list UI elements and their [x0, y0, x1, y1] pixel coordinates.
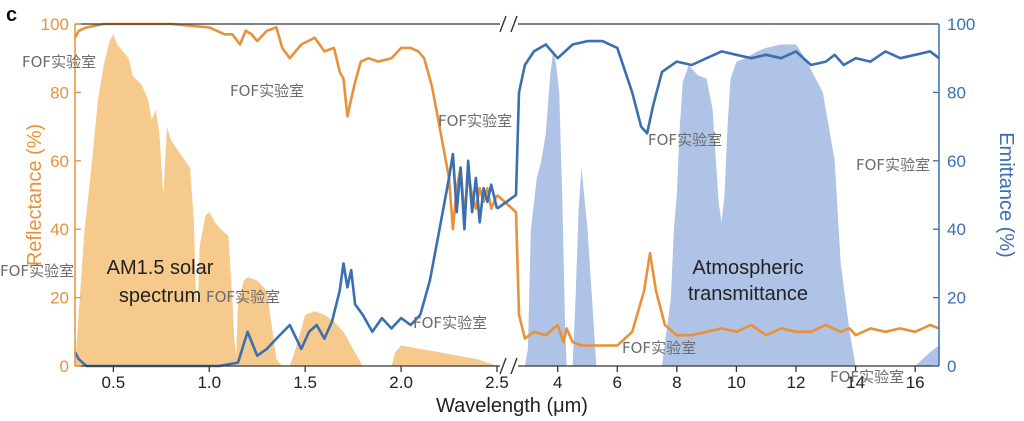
- solar-annotation-line2: spectrum: [119, 285, 201, 307]
- atm-annotation-line1: Atmospheric: [692, 257, 803, 279]
- x-tick-label: 12: [787, 373, 806, 392]
- y-tick-label-right: 40: [947, 220, 966, 239]
- watermark: FOF实验室: [230, 82, 304, 100]
- y-tick-label-left: 0: [60, 357, 69, 376]
- watermark: FOF实验室: [648, 131, 722, 149]
- x-axis-title: Wavelength (μm): [436, 395, 588, 417]
- y-tick-label-left: 40: [50, 220, 69, 239]
- axis-break-mark: [510, 357, 518, 375]
- watermark: FOF实验室: [206, 288, 280, 306]
- x-tick-label: 8: [672, 373, 681, 392]
- y-tick-label-left: 80: [50, 83, 69, 102]
- x-tick-label: 16: [906, 373, 925, 392]
- y-tick-label-right: 100: [947, 15, 975, 34]
- fill-layer: [75, 34, 939, 367]
- x-tick-label: 10: [727, 373, 746, 392]
- frame-layer: [74, 15, 940, 375]
- x-tick-label: 6: [613, 373, 622, 392]
- x-tick-label: 14: [846, 373, 865, 392]
- solar-annotation-line1: AM1.5 solar: [107, 257, 214, 279]
- watermark: FOF实验室: [413, 314, 487, 332]
- watermark: FOF实验室: [0, 262, 74, 280]
- watermark: FOF实验室: [856, 156, 930, 174]
- watermark: FOF实验室: [438, 112, 512, 130]
- atmospheric-transmittance-fill: [497, 44, 939, 366]
- y-tick-label-right: 80: [947, 83, 966, 102]
- atm-annotation-line2: transmittance: [688, 283, 808, 305]
- solar-spectrum-fill: [75, 34, 497, 367]
- x-tick-label: 2.5: [485, 373, 509, 392]
- watermark: FOF实验室: [22, 53, 96, 71]
- line-layer: [73, 22, 940, 368]
- axis-break-mark: [510, 15, 518, 33]
- x-tick-label: 1.5: [293, 373, 317, 392]
- reflectance-line-right: [496, 194, 940, 347]
- y-tick-label-right: 0: [947, 357, 956, 376]
- tick-layer: 0 0 20 20 40 40 60 60 80 80 100 100 0.5 1.0 1.5 2.0 2.5 4…: [41, 15, 976, 392]
- y-axis-right-title: Emittance (%): [995, 132, 1017, 258]
- panel-label: c: [6, 4, 17, 26]
- emittance-line-right: [496, 39, 940, 210]
- y-tick-label-left: 20: [50, 289, 69, 308]
- watermark: FOF实验室: [830, 368, 904, 386]
- emittance-line-left: [73, 152, 499, 368]
- y-tick-label-right: 20: [947, 289, 966, 308]
- y-axis-left-title: Reflectance (%): [24, 124, 46, 266]
- axis-break-mark: [499, 15, 507, 33]
- watermark: FOF实验室: [622, 339, 696, 357]
- x-tick-label: 0.5: [102, 373, 126, 392]
- y-tick-label-right: 60: [947, 152, 966, 171]
- x-tick-label: 1.0: [197, 373, 221, 392]
- x-tick-label: 2.0: [389, 373, 413, 392]
- y-tick-label-left: 100: [41, 15, 69, 34]
- axis-break-mark: [499, 357, 507, 375]
- y-tick-label-left: 60: [50, 152, 69, 171]
- x-tick-label: 4: [553, 373, 562, 392]
